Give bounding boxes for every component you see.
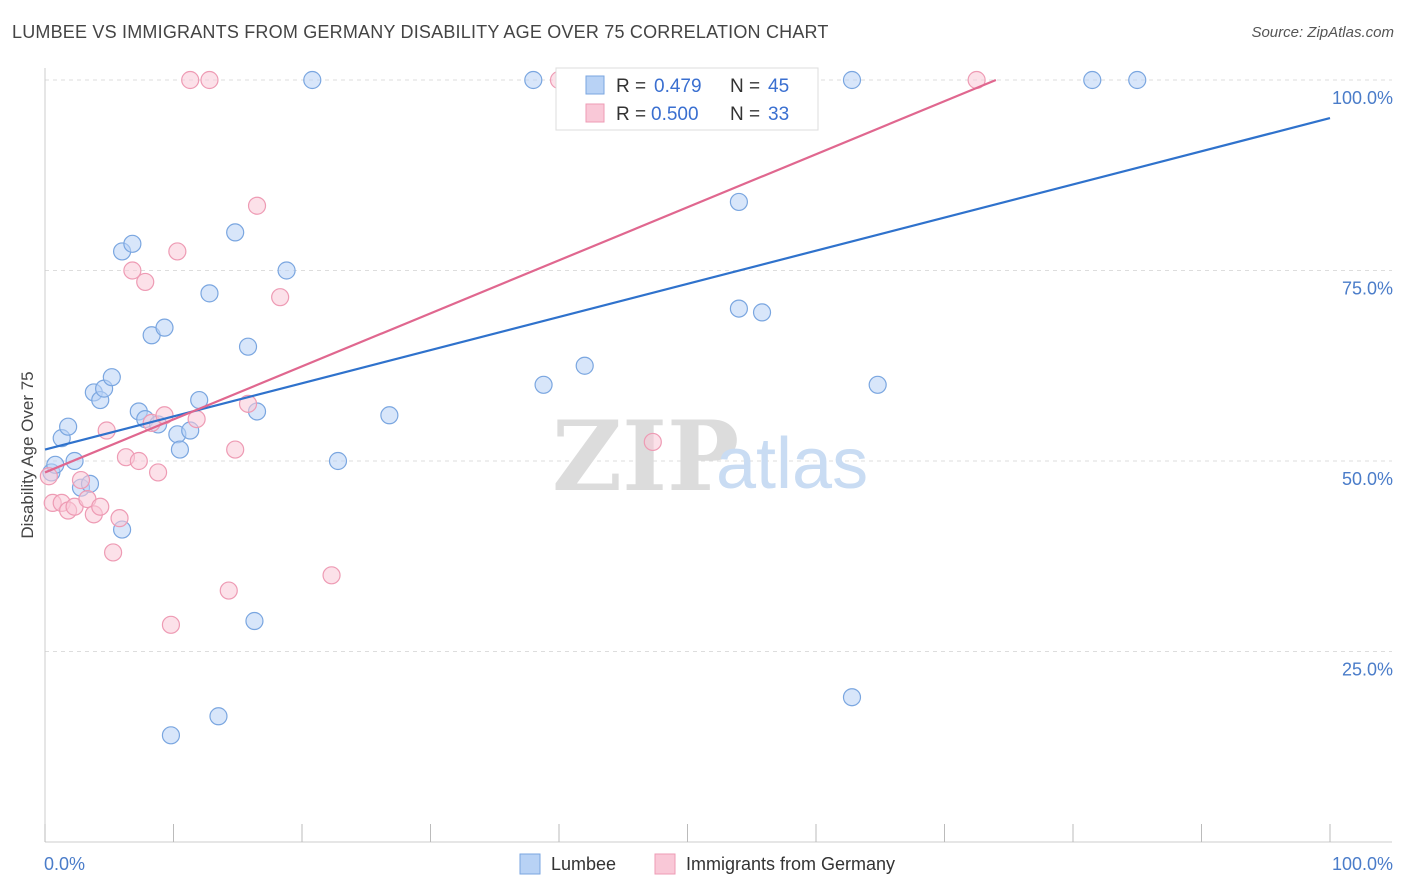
bottom-legend-swatch-lumbee xyxy=(519,853,541,875)
germany-point xyxy=(123,261,142,280)
trendline-germany xyxy=(44,78,997,474)
germany-point xyxy=(129,451,148,471)
germany-point xyxy=(238,394,258,413)
legend-n-value-germany: 33 xyxy=(768,104,789,125)
germany-point xyxy=(91,497,110,516)
germany-point xyxy=(110,509,129,528)
trendline-lumbee xyxy=(44,117,1331,451)
lumbee-point xyxy=(226,223,245,242)
legend-r-value-germany: 0.500 xyxy=(651,104,699,125)
lumbee-point xyxy=(380,406,399,425)
lumbee-point xyxy=(209,707,228,726)
bottom-legend-label-lumbee: Lumbee xyxy=(551,854,616,874)
lumbee-point xyxy=(1083,70,1102,90)
legend-n-value-lumbee: 45 xyxy=(768,76,789,97)
legend-n-label-germany: N = xyxy=(730,104,760,125)
bottom-legend-label-germany: Immigrants from Germany xyxy=(686,854,895,874)
lumbee-point xyxy=(575,356,594,375)
y-tick-label: 100.0% xyxy=(1332,88,1393,108)
lumbee-point xyxy=(238,337,258,356)
lumbee-point xyxy=(200,284,219,303)
lumbee-point xyxy=(155,318,174,337)
y-tick-label: 25.0% xyxy=(1342,660,1393,680)
y-tick-label: 75.0% xyxy=(1342,279,1393,299)
lumbee-point xyxy=(752,303,772,322)
grid xyxy=(45,79,1392,652)
x-tick-label-max: 100.0% xyxy=(1332,854,1393,874)
lumbee-point xyxy=(534,375,553,394)
legend-r-value-lumbee: 0.479 xyxy=(654,76,702,97)
lumbee-point xyxy=(524,70,543,90)
lumbee-point xyxy=(842,688,862,707)
lumbee-point xyxy=(303,70,322,90)
germany-point xyxy=(271,288,290,307)
germany-point xyxy=(247,196,267,215)
legend: R = 0.479 N = 45 R = 0.500 N = 33 xyxy=(555,67,819,131)
lumbee-point xyxy=(277,261,296,280)
germany-point xyxy=(322,566,341,585)
lumbee-point xyxy=(729,192,749,212)
lumbee-point xyxy=(102,368,121,387)
y-axis-label: Disability Age Over 75 xyxy=(18,371,37,538)
lumbee-point xyxy=(123,234,142,253)
lumbee-point xyxy=(59,417,78,436)
germany-point xyxy=(200,70,219,90)
lumbee-point xyxy=(729,299,749,318)
germany-point xyxy=(148,463,168,482)
bottom-legend: Lumbee Immigrants from Germany xyxy=(519,853,895,875)
scatter-points xyxy=(39,70,1147,745)
lumbee-point xyxy=(170,440,190,459)
y-tick-labels: 25.0% 50.0% 75.0% 100.0% xyxy=(1332,88,1393,680)
legend-r-label-lumbee: R = xyxy=(616,76,646,97)
y-tick-label: 50.0% xyxy=(1342,469,1393,489)
x-tick-label-min: 0.0% xyxy=(44,854,85,874)
germany-point xyxy=(226,440,245,459)
watermark-zip: ZIP xyxy=(552,400,739,513)
lumbee-point xyxy=(842,70,862,90)
legend-r-label-germany: R = xyxy=(616,104,646,125)
germany-point xyxy=(39,467,58,486)
germany-point xyxy=(161,615,181,634)
axes xyxy=(44,68,1392,843)
legend-swatch-lumbee xyxy=(585,75,605,95)
germany-point xyxy=(104,543,123,562)
x-tick-labels: 0.0% 100.0% xyxy=(44,854,1393,874)
trendlines xyxy=(44,78,1331,474)
germany-point xyxy=(71,470,91,490)
germany-point xyxy=(181,70,200,90)
legend-swatch-germany xyxy=(585,103,605,123)
lumbee-point xyxy=(328,451,348,471)
lumbee-point xyxy=(1128,70,1147,90)
lumbee-point xyxy=(868,375,887,394)
germany-point xyxy=(643,432,662,452)
germany-point xyxy=(219,581,238,600)
legend-n-label-lumbee: N = xyxy=(730,76,760,97)
lumbee-point xyxy=(245,611,264,631)
germany-point xyxy=(97,421,116,440)
watermark-atlas: atlas xyxy=(716,424,868,504)
source-credit: Source: ZipAtlas.com xyxy=(1251,24,1394,41)
germany-point xyxy=(168,242,187,261)
chart-title: LUMBEE VS IMMIGRANTS FROM GERMANY DISABI… xyxy=(12,22,829,42)
lumbee-point xyxy=(161,726,181,745)
bottom-legend-swatch-germany xyxy=(654,853,676,875)
germany-point xyxy=(136,272,155,292)
